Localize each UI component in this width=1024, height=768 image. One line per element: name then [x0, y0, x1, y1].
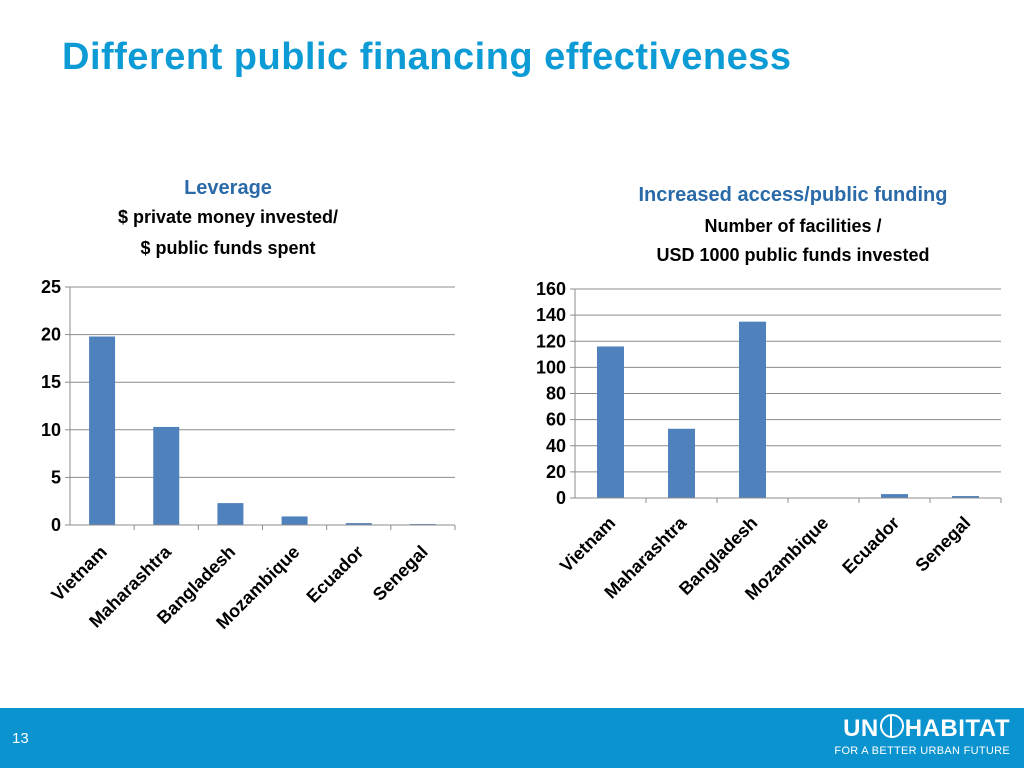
chart-subtitle-line-1: Number of facilities / [704, 216, 882, 236]
leverage-bar-chart: 0510152025VietnamMaharashtraBangladeshMo… [41, 277, 456, 633]
y-tick-label: 5 [51, 467, 61, 487]
y-tick-label: 0 [556, 488, 566, 508]
x-category-label: Senegal [911, 513, 974, 576]
y-tick-label: 10 [41, 420, 61, 440]
x-category-label: Vietnam [556, 513, 619, 576]
bar-vietnam [89, 336, 116, 525]
y-tick-label: 0 [51, 515, 61, 535]
y-tick-label: 100 [536, 357, 566, 377]
bar-maharashtra [153, 426, 180, 525]
y-tick-label: 80 [546, 384, 566, 404]
leverage-chart-heading: Leverage $ private money invested/ $ pub… [58, 174, 398, 264]
footer-bar: 13 UN HABITAT FOR A BETTER URBAN FUTURE [0, 708, 1024, 768]
page-number: 13 [12, 730, 29, 747]
y-tick-label: 160 [536, 279, 566, 299]
slide-title: Different public financing effectiveness [62, 36, 792, 78]
bar-senegal [952, 496, 979, 498]
bar-ecuador [881, 494, 908, 498]
bar-bangladesh [217, 503, 244, 525]
logo-tagline: FOR A BETTER URBAN FUTURE [834, 745, 1010, 757]
bar-bangladesh [739, 321, 766, 498]
chart-subtitle-line-2: $ public funds spent [140, 238, 316, 258]
logo-text-left: UN [843, 715, 879, 742]
x-category-label: Senegal [369, 542, 432, 605]
chart-title: Leverage [184, 177, 272, 199]
access-bar-chart: 020406080100120140160VietnamMaharashtraB… [536, 279, 1002, 604]
un-habitat-logo: UN HABITAT FOR A BETTER URBAN FUTURE [820, 714, 1010, 764]
bar-maharashtra [668, 428, 695, 498]
y-tick-label: 20 [546, 462, 566, 482]
x-category-label: Ecuador [303, 542, 368, 607]
x-category-label: Ecuador [838, 513, 903, 578]
x-category-label: Vietnam [47, 542, 110, 605]
bar-mozambique [281, 516, 308, 525]
y-tick-label: 15 [41, 372, 61, 392]
y-tick-label: 25 [41, 277, 61, 297]
y-tick-label: 60 [546, 410, 566, 430]
charts-canvas: 0510152025VietnamMaharashtraBangladeshMo… [41, 277, 1002, 633]
y-tick-label: 120 [536, 331, 566, 351]
y-tick-label: 140 [536, 305, 566, 325]
access-chart-heading: Increased access/public funding Number o… [578, 180, 1008, 268]
bar-ecuador [345, 523, 372, 525]
chart-subtitle-line-1: $ private money invested/ [117, 207, 339, 227]
globe-icon [879, 714, 904, 738]
y-tick-label: 40 [546, 436, 566, 456]
chart-title: Increased access/public funding [638, 184, 948, 206]
bar-vietnam [597, 346, 624, 498]
y-tick-label: 20 [41, 325, 61, 345]
logo-text-right: HABITAT [904, 715, 1010, 742]
chart-subtitle-line-2: USD 1000 public funds invested [656, 245, 930, 265]
